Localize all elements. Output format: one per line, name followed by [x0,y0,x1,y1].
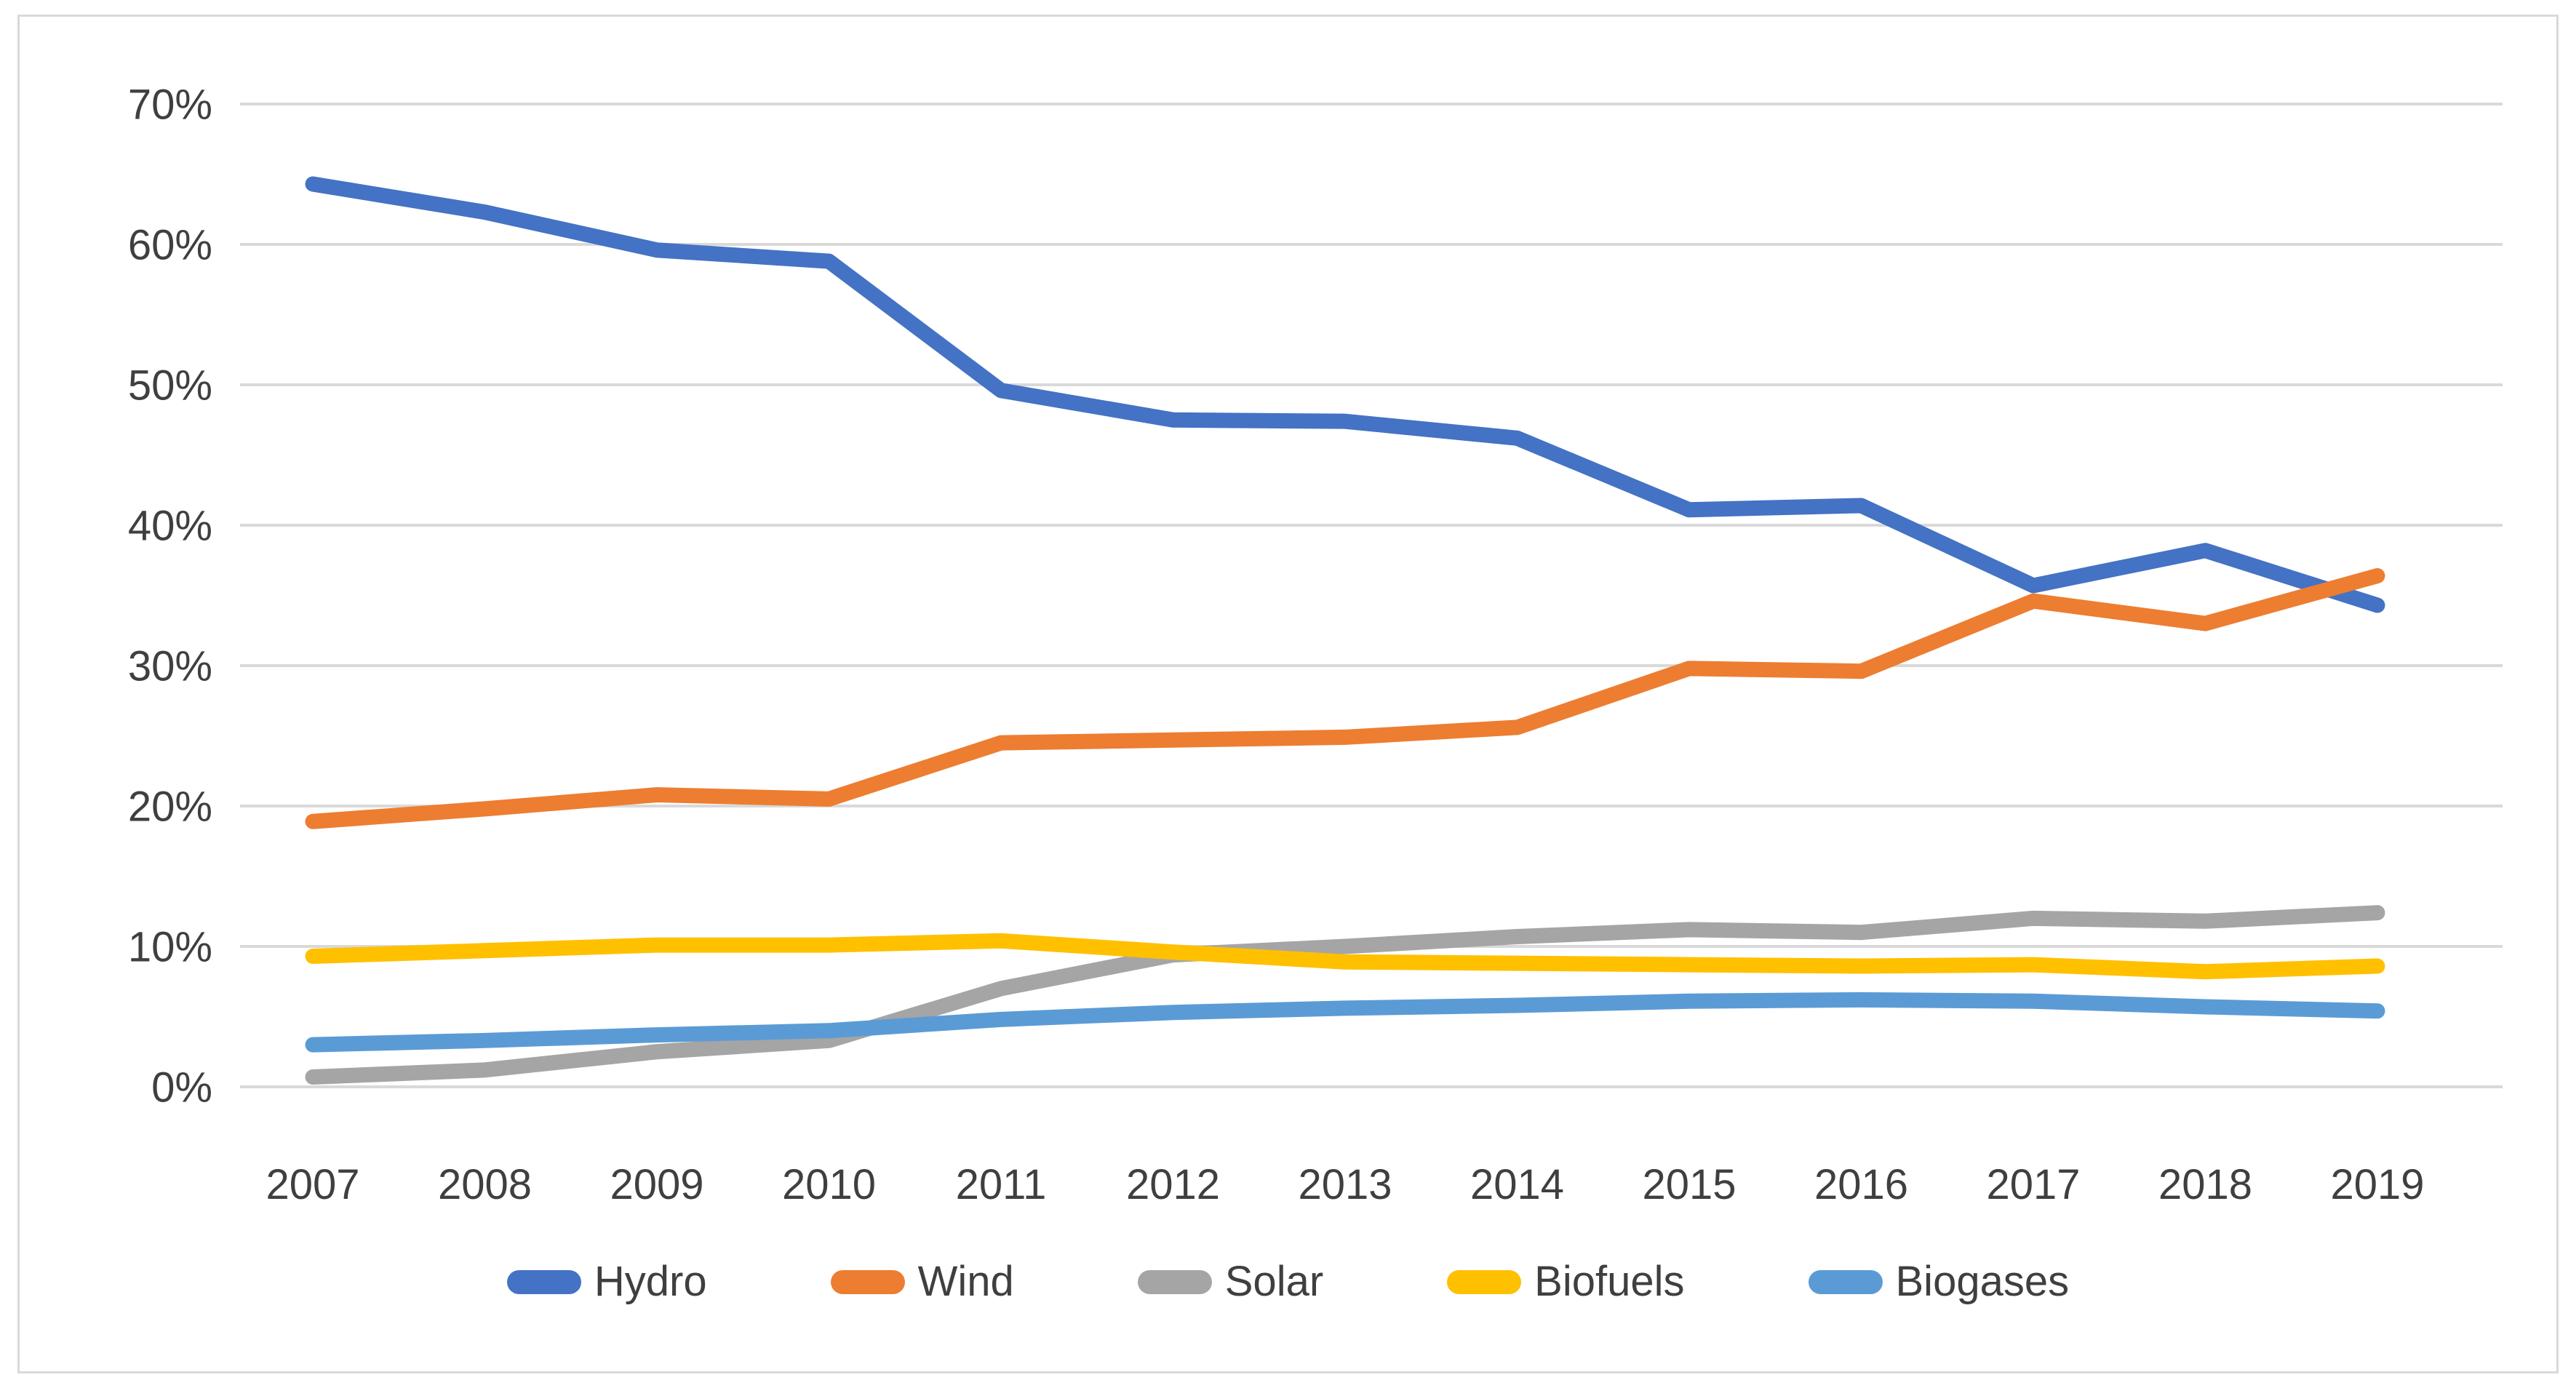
y-tick-label: 0% [151,1064,212,1111]
series-line-solar [305,905,2385,1085]
x-tick-label: 2009 [610,1161,703,1208]
x-tick-label: 2015 [1642,1161,1736,1208]
legend-swatch-solar [1137,1269,1212,1294]
y-tick-label: 60% [128,221,212,268]
series-line-hydro [305,176,2385,613]
legend-label-solar: Solar [1224,1258,1324,1305]
legend-item-biogases: Biogases [1808,1258,2070,1305]
series-line-wind [305,567,2385,829]
x-tick-label: 2008 [438,1161,532,1208]
y-tick-label: 70% [128,81,212,128]
x-tick-label: 2012 [1126,1161,1220,1208]
legend-item-wind: Wind [830,1258,1014,1305]
chart-legend: Hydro Wind Solar Biofuels Biogases [0,1261,2576,1303]
chart-frame [17,15,2559,1373]
legend-label-hydro: Hydro [594,1258,707,1305]
x-tick-label: 2014 [1470,1161,1564,1208]
legend-swatch-biogases [1808,1269,1883,1294]
legend-item-hydro: Hydro [506,1258,707,1305]
series-line-biogases [305,992,2385,1053]
legend-label-biofuels: Biofuels [1534,1258,1685,1305]
legend-item-solar: Solar [1137,1258,1324,1305]
y-tick-label: 20% [128,783,212,830]
x-tick-label: 2011 [956,1161,1047,1208]
y-tick-label: 50% [128,362,212,409]
series-line-biofuels [305,933,2385,980]
legend-swatch-biofuels [1447,1269,1522,1294]
x-tick-label: 2007 [266,1161,359,1208]
x-tick-label: 2017 [1986,1161,2080,1208]
x-tick-label: 2010 [782,1161,876,1208]
legend-swatch-hydro [506,1269,581,1294]
legend-item-biofuels: Biofuels [1447,1258,1685,1305]
y-tick-label: 10% [128,923,212,970]
y-tick-label: 40% [128,502,212,549]
x-tick-label: 2013 [1298,1161,1392,1208]
x-tick-label: 2018 [2158,1161,2252,1208]
y-tick-label: 30% [128,642,212,690]
legend-swatch-wind [830,1269,905,1294]
legend-label-biogases: Biogases [1895,1258,2070,1305]
x-tick-label: 2019 [2330,1161,2424,1208]
x-tick-label: 2016 [1814,1161,1908,1208]
legend-label-wind: Wind [917,1258,1014,1305]
